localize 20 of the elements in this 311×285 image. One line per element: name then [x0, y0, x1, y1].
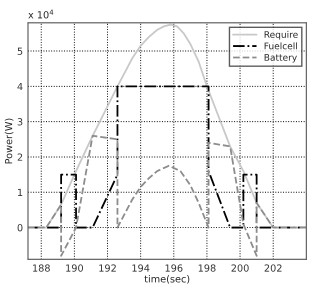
- x-tick-label: 188: [33, 264, 50, 272]
- text: x 10$^{4}$: [28, 10, 54, 18]
- x-tick-label: 190: [66, 264, 84, 272]
- y-tick-label: 5: [18, 48, 22, 55]
- legend-label: Battery: [264, 54, 297, 63]
- x-tick-label: 200: [231, 264, 249, 272]
- y-axis-title: Power(W): [4, 118, 14, 164]
- x-tick-label: 198: [198, 264, 216, 272]
- y-tick-label: 3: [18, 118, 22, 126]
- x-tick-label: 192: [99, 264, 116, 272]
- y-tick-label: 4: [17, 82, 23, 90]
- y-tick-label: 2: [18, 153, 22, 161]
- legend-label: Fuelcell: [264, 42, 297, 50]
- x-axis-title: time(sec): [144, 275, 190, 284]
- y-tick-label: 0: [18, 224, 22, 232]
- legend-label: Require: [264, 30, 298, 40]
- x-tick-label: 194: [132, 264, 150, 272]
- x-tick-label: 196: [166, 264, 182, 272]
- y-tick-label: 1: [18, 188, 22, 196]
- x-tick-label: 202: [264, 264, 282, 272]
